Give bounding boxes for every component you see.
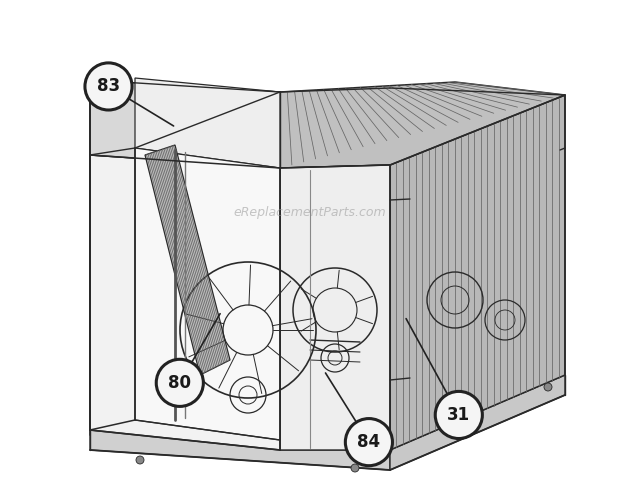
Polygon shape: [390, 368, 565, 455]
Circle shape: [544, 383, 552, 391]
Circle shape: [345, 418, 392, 466]
Polygon shape: [90, 355, 565, 450]
Text: 84: 84: [357, 433, 381, 451]
Polygon shape: [135, 78, 280, 168]
Polygon shape: [135, 148, 280, 440]
Polygon shape: [90, 148, 135, 430]
Circle shape: [376, 448, 384, 456]
Circle shape: [85, 63, 132, 110]
Polygon shape: [280, 165, 390, 450]
Circle shape: [435, 391, 482, 439]
Polygon shape: [280, 82, 565, 168]
Polygon shape: [90, 348, 565, 445]
Polygon shape: [90, 425, 390, 455]
Text: 83: 83: [97, 78, 120, 95]
Polygon shape: [145, 145, 230, 375]
Text: eReplacementParts.com: eReplacementParts.com: [234, 206, 386, 219]
Polygon shape: [90, 80, 280, 168]
Text: 31: 31: [447, 406, 471, 424]
Polygon shape: [280, 165, 390, 450]
Circle shape: [136, 456, 144, 464]
Circle shape: [156, 359, 203, 407]
Polygon shape: [90, 430, 390, 470]
Polygon shape: [390, 375, 565, 470]
Polygon shape: [300, 220, 370, 330]
Text: 80: 80: [168, 374, 192, 392]
Polygon shape: [90, 155, 280, 450]
Circle shape: [351, 464, 359, 472]
Polygon shape: [390, 95, 565, 450]
